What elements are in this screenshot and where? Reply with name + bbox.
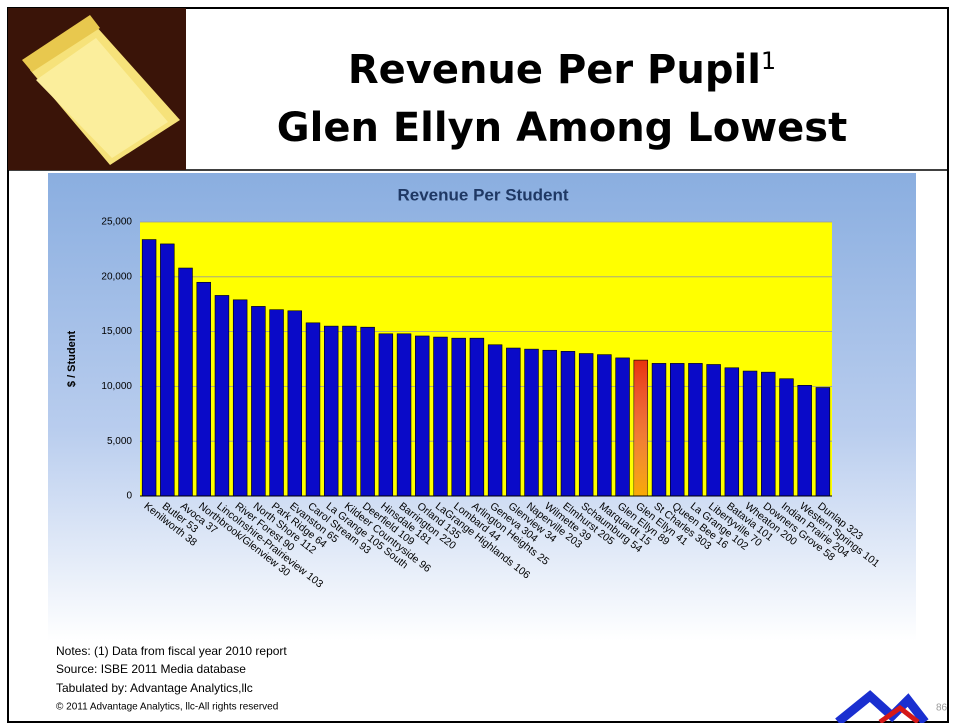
- bar: [433, 336, 448, 497]
- bar: [487, 344, 503, 497]
- bar: [779, 378, 794, 497]
- bar: [396, 333, 412, 497]
- bar: [506, 347, 521, 497]
- bar: [669, 363, 685, 497]
- bar: [524, 348, 539, 497]
- note: Notes: (1) Data from fiscal year 2010 re…: [56, 644, 287, 658]
- bar: [761, 371, 776, 497]
- bar: [178, 267, 193, 497]
- y-tick-label: 5,000: [107, 436, 132, 447]
- bar: [269, 309, 284, 497]
- bar: [323, 325, 339, 497]
- slide-subtitle: Glen Ellyn Among Lowest: [277, 105, 847, 151]
- note: Tabulated by: Advantage Analytics,llc: [56, 681, 253, 695]
- bar: [232, 299, 248, 497]
- slide-title: Revenue Per Pupil1: [348, 47, 776, 93]
- bar: [597, 354, 612, 497]
- bar: [469, 337, 485, 497]
- bar: [797, 385, 812, 497]
- y-tick-label: 25,000: [101, 217, 132, 228]
- note: Source: ISBE 2011 Media database: [56, 662, 246, 676]
- bar: [742, 370, 758, 497]
- bar: [378, 333, 394, 497]
- y-tick-label: 20,000: [101, 271, 132, 282]
- copyright: © 2011 Advantage Analytics, llc-All righ…: [56, 702, 278, 713]
- logo: [835, 690, 929, 726]
- bar: [615, 357, 630, 497]
- bar: [706, 364, 721, 497]
- title-line: Revenue Per Pupil: [348, 47, 761, 93]
- chart-title: Revenue Per Student: [398, 185, 569, 204]
- bar: [287, 310, 303, 497]
- bar: [451, 337, 466, 497]
- y-tick-label: 15,000: [101, 326, 132, 337]
- bar: [251, 306, 266, 497]
- bar: [305, 322, 321, 497]
- bar: [560, 351, 576, 497]
- bar: [415, 335, 430, 497]
- y-tick-label: 0: [126, 491, 132, 502]
- y-axis-label: $ / Student: [66, 331, 78, 388]
- bar-shade: [633, 360, 648, 496]
- page-number: 86: [936, 703, 948, 714]
- bar: [196, 281, 211, 497]
- y-tick-label: 10,000: [101, 381, 132, 392]
- bar: [688, 363, 703, 497]
- bar: [360, 326, 375, 497]
- bar: [724, 367, 740, 497]
- notepad-image: [8, 8, 186, 170]
- bar: [815, 387, 831, 497]
- title-superscript: 1: [761, 47, 776, 75]
- bar: [141, 239, 157, 497]
- bar: [651, 363, 667, 497]
- bar: [542, 349, 557, 497]
- bar: [578, 353, 594, 497]
- bar: [214, 295, 230, 497]
- bar: [160, 243, 175, 497]
- bar: [342, 325, 357, 497]
